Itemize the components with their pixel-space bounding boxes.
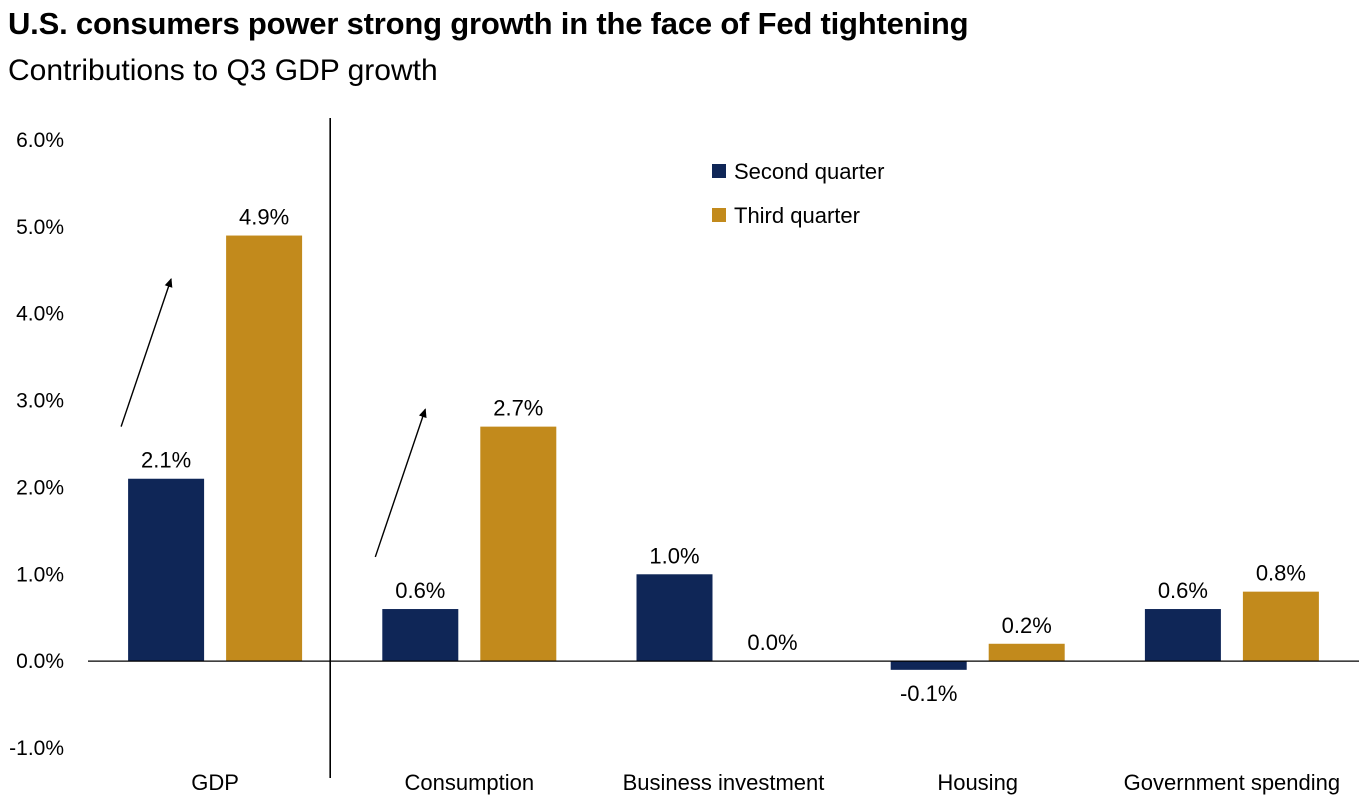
category-label-gdp: GDP: [191, 770, 239, 795]
category-label-consumption: Consumption: [404, 770, 534, 795]
y-tick-label: 3.0%: [16, 390, 64, 413]
legend-swatch-second-quarter: [712, 164, 726, 178]
y-tick-label: 2.0%: [16, 476, 64, 499]
bar-third-quarter-government-spending: [1242, 591, 1319, 662]
legend: Second quarter Third quarter: [712, 159, 884, 228]
bar-second-quarter-business-investment: [636, 574, 713, 662]
overlays: [88, 118, 1359, 778]
growth-arrow-gdp: [120, 278, 173, 427]
chart-subtitle: Contributions to Q3 GDP growth: [8, 54, 438, 87]
value-label-third-quarter-government-spending: 0.8%: [1256, 561, 1306, 586]
legend-label-third-quarter: Third quarter: [734, 203, 860, 228]
value-labels: 2.1% 4.9% 0.6% 2.7% 1.0% 0.0% -0.1% 0.2% 0.6% 0.8…: [141, 205, 1306, 706]
y-axis-ticks: -1.0% 0.0% 1.0% 2.0% 3.0% 4.0% 5.0% 6.0%: [9, 129, 64, 760]
y-tick-label: -1.0%: [9, 737, 64, 760]
category-label-housing: Housing: [937, 770, 1018, 795]
value-label-second-quarter-government-spending: 0.6%: [1158, 578, 1208, 603]
chart-title: U.S. consumers power strong growth in th…: [8, 6, 969, 41]
value-label-second-quarter-consumption: 0.6%: [395, 578, 445, 603]
value-label-second-quarter-housing: -0.1%: [900, 681, 957, 706]
bar-second-quarter-gdp: [128, 478, 205, 662]
category-labels: GDP Consumption Business investment Housing…: [191, 770, 1340, 795]
value-label-second-quarter-gdp: 2.1%: [141, 448, 191, 473]
bar-third-quarter-consumption: [480, 426, 557, 662]
category-label-business-investment: Business investment: [623, 770, 825, 795]
legend-swatch-third-quarter: [712, 208, 726, 222]
bars: [128, 235, 1319, 670]
bar-second-quarter-housing: [890, 661, 967, 670]
bar-third-quarter-housing: [988, 643, 1065, 662]
y-tick-label: 5.0%: [16, 216, 64, 239]
y-tick-label: 0.0%: [16, 650, 64, 673]
value-label-third-quarter-business-investment: 0.0%: [747, 630, 797, 655]
y-tick-label: 6.0%: [16, 129, 64, 152]
growth-arrow-consumption: [374, 408, 427, 558]
bar-third-quarter-gdp: [226, 235, 303, 662]
value-label-third-quarter-housing: 0.2%: [1002, 613, 1052, 638]
value-label-second-quarter-business-investment: 1.0%: [649, 543, 699, 568]
value-label-third-quarter-consumption: 2.7%: [493, 396, 543, 421]
bar-second-quarter-consumption: [382, 609, 459, 662]
category-label-government-spending: Government spending: [1124, 770, 1340, 795]
y-tick-label: 1.0%: [16, 563, 64, 586]
bar-second-quarter-government-spending: [1144, 609, 1221, 662]
y-tick-label: 4.0%: [16, 303, 64, 326]
value-label-third-quarter-gdp: 4.9%: [239, 205, 289, 230]
legend-label-second-quarter: Second quarter: [734, 159, 884, 184]
